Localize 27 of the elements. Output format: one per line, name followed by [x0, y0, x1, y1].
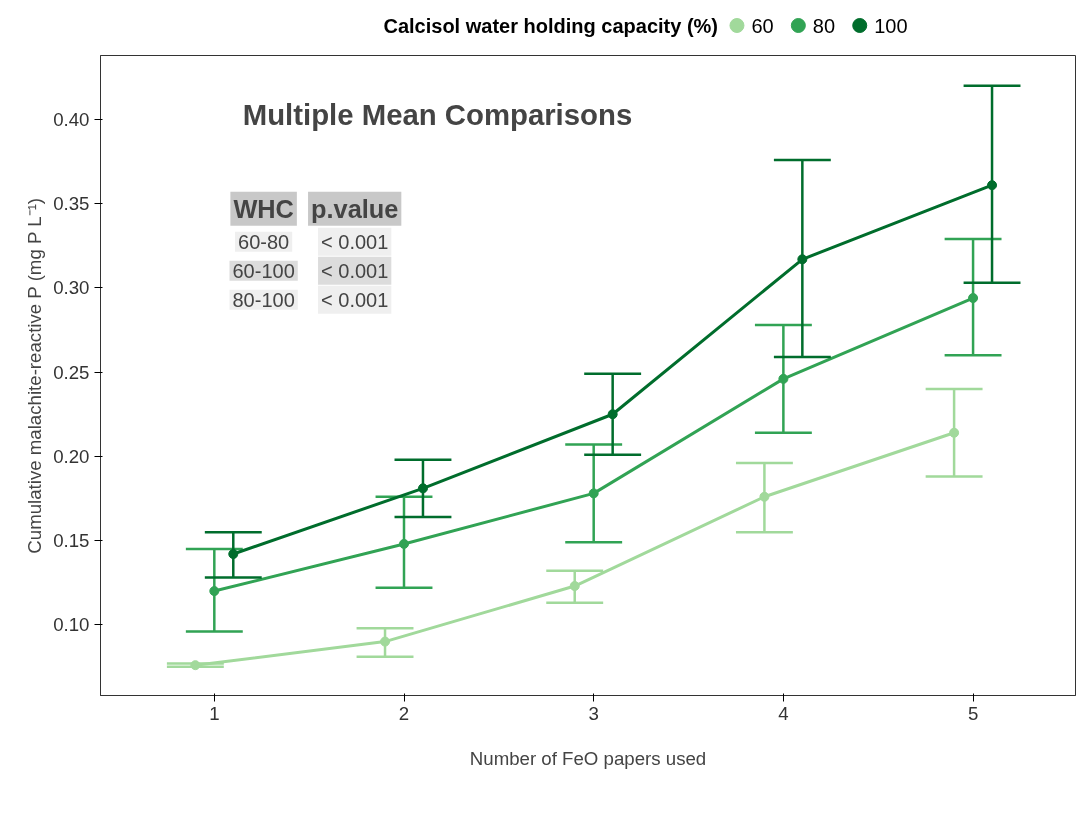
y-tick-label: 0.40 [53, 109, 90, 130]
x-tick-label: 4 [778, 702, 789, 724]
y-tick-label: 0.25 [53, 361, 90, 383]
y-axis-title: Cumulative malachite-reactive P (mg P L⁻¹) [24, 197, 46, 554]
y-tick-label: 0.35 [53, 193, 90, 215]
annotation: 60-80 [238, 230, 290, 253]
annotation: < 0.001 [321, 230, 389, 253]
annotation: p.value [311, 194, 399, 223]
annotation: < 0.001 [321, 288, 389, 311]
x-axis-title: Number of FeO papers used [469, 747, 707, 769]
x-tick-label: 2 [398, 702, 410, 724]
legend-title: Calcisol water holding capacity (%) [383, 14, 719, 37]
text: Multiple Mean Comparisons [242, 97, 633, 131]
legend-label: 100 [874, 14, 908, 37]
legend-label: 60 [751, 14, 774, 37]
annotation: 60-100 [232, 259, 295, 282]
x-tick-label: 3 [588, 702, 599, 724]
x-tick-label: 1 [209, 702, 220, 724]
y-tick-label: 0.15 [53, 530, 90, 552]
annotation: WHC [233, 194, 294, 223]
annotation: 80-100 [232, 288, 295, 311]
y-tick-label: 0.10 [53, 614, 90, 636]
x-tick-label: 5 [967, 702, 979, 724]
y-tick-label: 0.20 [53, 445, 90, 467]
y-tick-label: 0.30 [53, 277, 90, 299]
legend-label: 80 [812, 14, 836, 37]
annotation: < 0.001 [321, 259, 389, 282]
